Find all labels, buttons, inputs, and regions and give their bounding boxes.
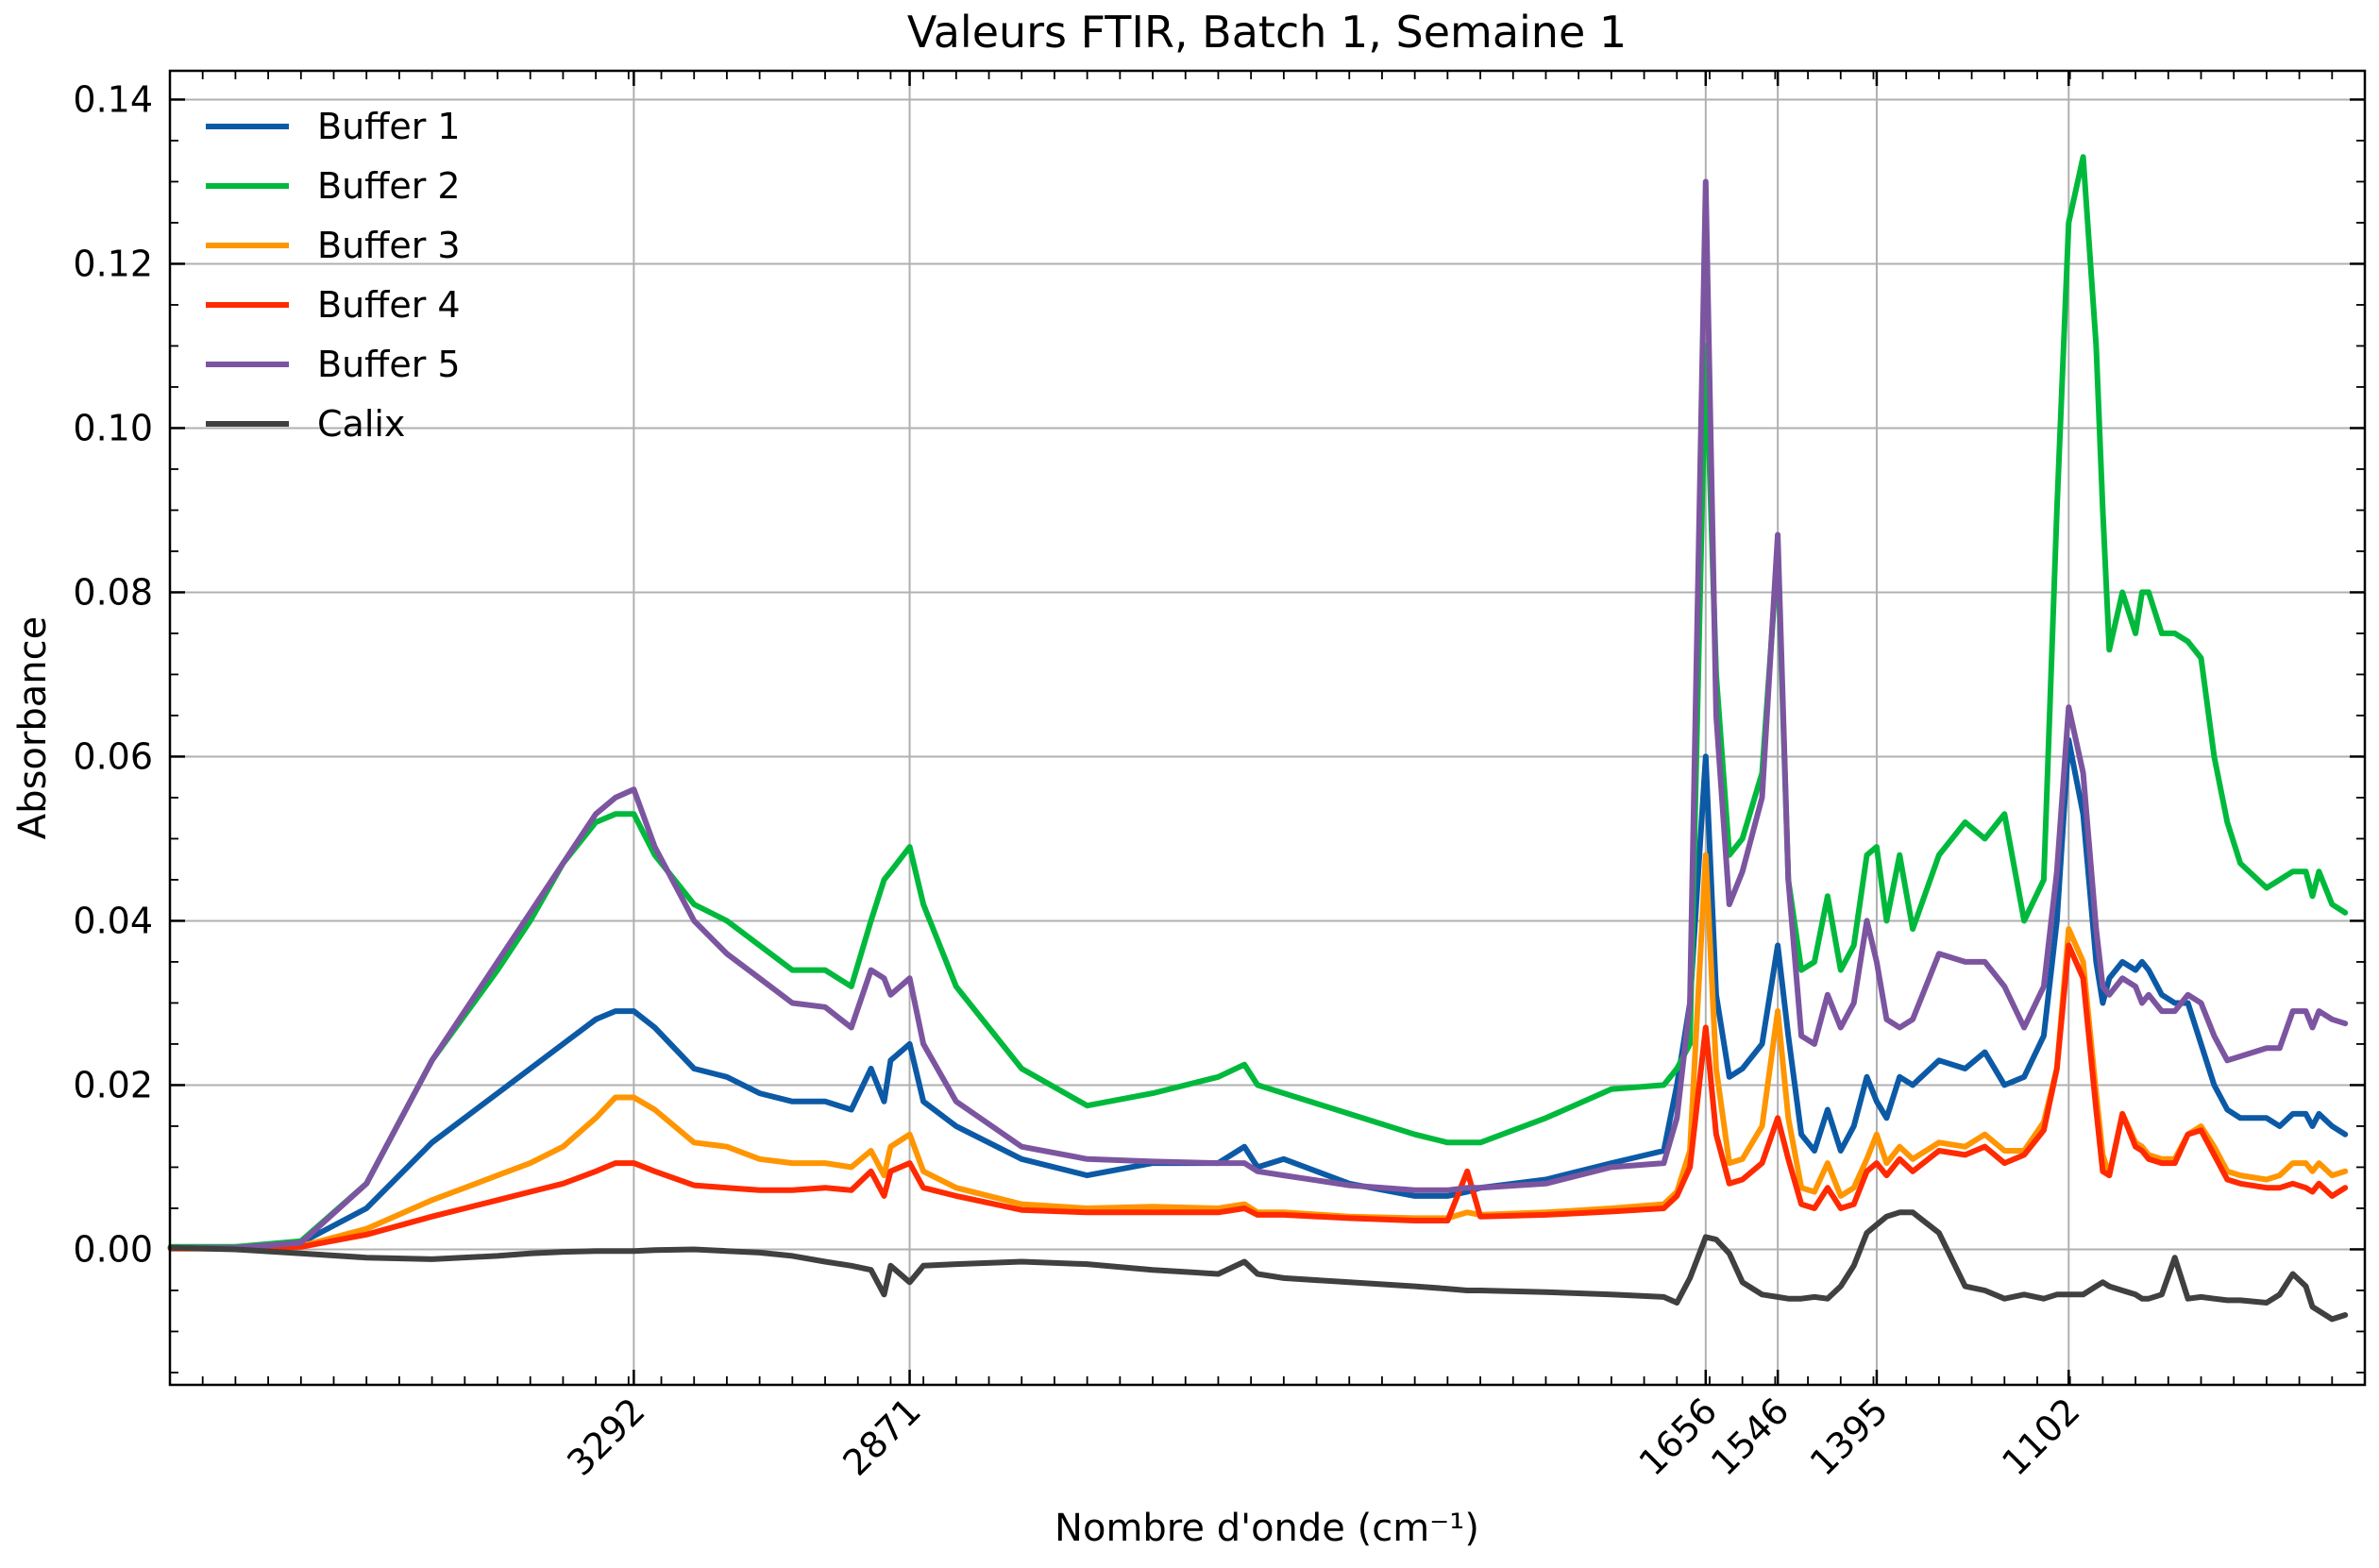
y-tick-label: 0.04 bbox=[73, 900, 153, 941]
y-tick-label: 0.08 bbox=[73, 571, 153, 613]
y-tick-label: 0.00 bbox=[73, 1228, 153, 1270]
series-line-buffer-4 bbox=[167, 942, 2349, 1252]
series-line-buffer-5 bbox=[167, 178, 2349, 1251]
y-tick-label: 0.14 bbox=[73, 78, 153, 120]
series-line-buffer-2 bbox=[167, 154, 2349, 1250]
series-line-calix bbox=[167, 1209, 2349, 1323]
y-tick-label: 0.02 bbox=[73, 1064, 153, 1105]
legend-label-buffer-4: Buffer 4 bbox=[317, 284, 461, 326]
legend-label-buffer-1: Buffer 1 bbox=[317, 106, 461, 147]
series-line-buffer-3 bbox=[167, 851, 2349, 1252]
y-tick-label: 0.06 bbox=[73, 735, 153, 777]
legend-label-buffer-2: Buffer 2 bbox=[317, 165, 461, 207]
legend-label-calix: Calix bbox=[317, 403, 405, 445]
chart-title: Valeurs FTIR, Batch 1, Semaine 1 bbox=[907, 7, 1627, 58]
plot-frame bbox=[168, 69, 2367, 1387]
series-line-buffer-1 bbox=[167, 737, 2349, 1251]
legend-label-buffer-5: Buffer 5 bbox=[317, 344, 461, 385]
x-axis-label: Nombre d'onde (cm⁻¹) bbox=[1055, 1507, 1479, 1550]
legend-label-buffer-3: Buffer 3 bbox=[317, 225, 461, 266]
y-axis-label: Absorbance bbox=[11, 616, 55, 839]
y-tick-label: 0.10 bbox=[73, 407, 153, 448]
y-tick-label: 0.12 bbox=[73, 243, 153, 284]
